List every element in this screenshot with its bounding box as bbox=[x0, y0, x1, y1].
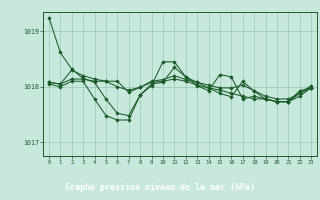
Text: Graphe pression niveau de la mer (hPa): Graphe pression niveau de la mer (hPa) bbox=[65, 183, 255, 192]
